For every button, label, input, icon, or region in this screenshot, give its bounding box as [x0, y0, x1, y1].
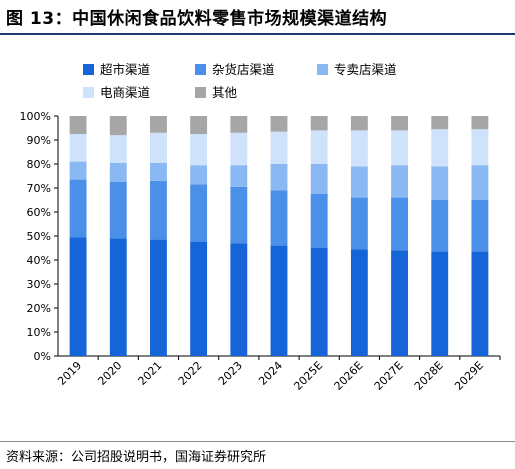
legend-label-1: 超市渠道 — [100, 62, 151, 77]
legend-label-2: 杂货店渠道 — [212, 62, 275, 77]
bar-segment-2025E-3 — [310, 164, 328, 194]
bar-segment-2019-5 — [69, 116, 87, 134]
bar-segment-2022-5 — [190, 116, 208, 134]
bar-segment-2021-5 — [150, 116, 167, 133]
x-tick-label: 2028E — [412, 359, 446, 393]
y-tick-label: 80% — [27, 158, 51, 171]
bar-segment-2028E-4 — [431, 129, 449, 167]
bar-segment-2027E-3 — [391, 165, 408, 198]
bar-segment-2029E-2 — [471, 200, 489, 252]
bar-segment-2027E-2 — [391, 197, 408, 251]
y-tick-label: 60% — [27, 206, 51, 219]
y-tick-label: 0% — [34, 350, 51, 363]
bar-segment-2026E-5 — [350, 116, 368, 131]
source-note: 资料来源：公司招股说明书，国海证券研究所 — [6, 450, 267, 465]
bar-segment-2021-1 — [150, 239, 167, 356]
bar-segment-2020-1 — [109, 238, 127, 356]
bar-segment-2026E-3 — [350, 166, 368, 198]
bar-segment-2024-1 — [270, 245, 288, 356]
bar-segment-2024-3 — [270, 164, 288, 191]
legend-swatch-2 — [195, 64, 206, 75]
bar-segment-2021-2 — [150, 180, 167, 240]
bar-segment-2020-2 — [109, 182, 127, 239]
legend-swatch-4 — [83, 87, 94, 98]
bar-segment-2022-2 — [190, 184, 208, 242]
bar-segment-2026E-2 — [350, 197, 368, 250]
x-tick-label: 2025E — [291, 359, 325, 393]
x-tick-label: 2020 — [95, 359, 124, 388]
bar-segment-2023-1 — [230, 243, 248, 356]
bar-segment-2025E-5 — [310, 116, 328, 131]
bar-segment-2025E-1 — [310, 248, 328, 356]
bar-segment-2024-2 — [270, 190, 288, 246]
axes: 0% 10% 20% 30% 40% 50% 60% 70% 80% 90% 100% 2019 202… — [20, 110, 501, 393]
y-tick-label: 50% — [27, 230, 51, 243]
legend-swatch-1 — [83, 64, 94, 75]
bar-segment-2028E-3 — [431, 166, 449, 200]
legend-label-4: 电商渠道 — [100, 85, 151, 100]
bar-segment-2027E-1 — [391, 250, 408, 356]
bar-segment-2025E-4 — [310, 130, 328, 164]
bar-segment-2023-5 — [230, 116, 248, 133]
x-tick-label: 2029E — [452, 359, 486, 393]
bar-segment-2019-2 — [69, 179, 87, 238]
bar-segment-2029E-1 — [471, 251, 489, 356]
y-tick-label: 20% — [27, 302, 51, 315]
bar-segment-2021-3 — [150, 162, 167, 181]
bar-segment-2023-4 — [230, 132, 248, 166]
bar-segment-2027E-4 — [391, 130, 408, 166]
bar-segment-2019-1 — [69, 237, 87, 356]
y-tick-label: 70% — [27, 182, 51, 195]
bars — [69, 116, 489, 356]
x-tick-label: 2023 — [216, 359, 245, 388]
bar-segment-2025E-2 — [310, 194, 328, 248]
bar-segment-2028E-5 — [431, 116, 449, 130]
x-tick-label: 2019 — [55, 359, 84, 388]
bar-segment-2023-2 — [230, 186, 248, 244]
x-tick-label: 2024 — [256, 359, 285, 388]
bar-segment-2022-4 — [190, 134, 208, 166]
bar-segment-2028E-2 — [431, 200, 449, 252]
y-tick-label: 100% — [20, 110, 51, 123]
bar-segment-2023-3 — [230, 165, 248, 187]
bar-segment-2020-3 — [109, 162, 127, 182]
bar-segment-2019-3 — [69, 161, 87, 180]
y-tick-label: 90% — [27, 134, 51, 147]
x-tick-label: 2022 — [176, 359, 205, 388]
bar-segment-2029E-3 — [471, 165, 489, 200]
source-rule — [0, 441, 515, 442]
bar-segment-2029E-5 — [471, 116, 489, 130]
bar-segment-2022-1 — [190, 242, 208, 356]
bar-segment-2021-4 — [150, 132, 167, 163]
legend-swatch-3 — [317, 64, 328, 75]
bar-segment-2028E-1 — [431, 251, 449, 356]
bar-segment-2019-4 — [69, 134, 87, 162]
bar-segment-2020-4 — [109, 135, 127, 163]
title-rule — [0, 33, 515, 35]
legend-label-3: 专卖店渠道 — [334, 62, 397, 77]
y-tick-label: 40% — [27, 254, 51, 267]
bar-segment-2029E-4 — [471, 129, 489, 166]
bar-segment-2026E-4 — [350, 130, 368, 167]
x-tick-label: 2027E — [372, 359, 406, 393]
legend-swatch-5 — [195, 87, 206, 98]
x-tick-label: 2026E — [332, 359, 366, 393]
bar-segment-2024-5 — [270, 116, 288, 132]
y-tick-label: 30% — [27, 278, 51, 291]
y-tick-label: 10% — [27, 326, 51, 339]
bar-segment-2024-4 — [270, 131, 288, 164]
legend-label-5: 其他 — [212, 85, 238, 100]
figure-title: 图 13：中国休闲食品饮料零售市场规模渠道结构 — [6, 9, 388, 29]
bar-segment-2022-3 — [190, 165, 208, 185]
bar-segment-2027E-5 — [391, 116, 408, 131]
x-tick-label: 2021 — [136, 359, 165, 388]
bar-segment-2026E-1 — [350, 249, 368, 356]
bar-segment-2020-5 — [109, 116, 127, 136]
